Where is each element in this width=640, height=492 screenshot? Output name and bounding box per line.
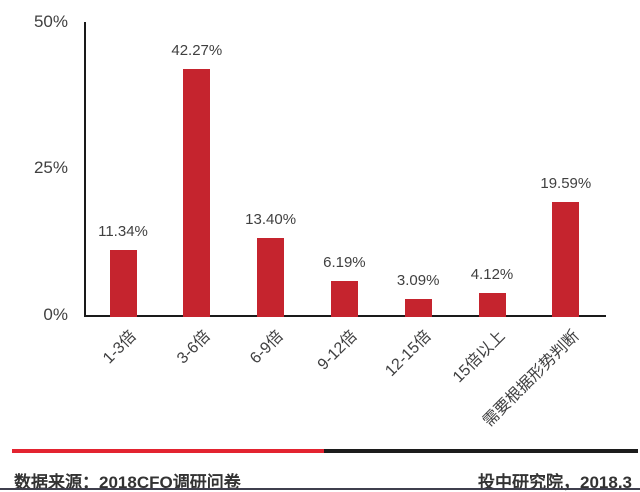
bottom-border-rule	[0, 488, 640, 490]
y-tick-label: 25%	[33, 158, 68, 178]
footer-divider-red-segment	[12, 449, 324, 453]
x-category-label: 1-3倍	[99, 327, 140, 368]
y-axis-line	[84, 22, 86, 317]
bar	[404, 298, 432, 317]
bar	[478, 292, 506, 317]
y-tick-label: 0%	[43, 305, 68, 324]
footer-divider-black-segment	[324, 449, 638, 453]
x-category-label: 12-15倍	[382, 327, 435, 380]
credit-label: 投中研究院，2018.3	[478, 473, 632, 492]
bar-value-label: 19.59%	[540, 175, 592, 192]
bar	[257, 238, 285, 317]
bar	[183, 68, 211, 317]
bar	[552, 202, 580, 317]
bar-value-label: 11.34%	[98, 223, 148, 241]
bar-value-label: 13.40%	[245, 211, 297, 229]
bar-value-label: 3.09%	[396, 271, 440, 289]
bar	[330, 280, 358, 317]
y-tick-label: 50%	[33, 11, 68, 31]
bar-value-label: 6.19%	[323, 253, 366, 271]
x-category-label: 3-6倍	[173, 327, 214, 368]
x-category-label: 15倍以上	[450, 327, 509, 387]
bar-value-label: 4.12%	[470, 265, 514, 283]
x-category-label: 6-9倍	[247, 327, 288, 368]
bar-value-label: 42.27%	[171, 41, 223, 59]
data-source-label: 数据来源：2018CFO调研问卷	[14, 473, 241, 492]
bar	[109, 250, 137, 317]
x-category-label: 9-12倍	[315, 327, 362, 374]
